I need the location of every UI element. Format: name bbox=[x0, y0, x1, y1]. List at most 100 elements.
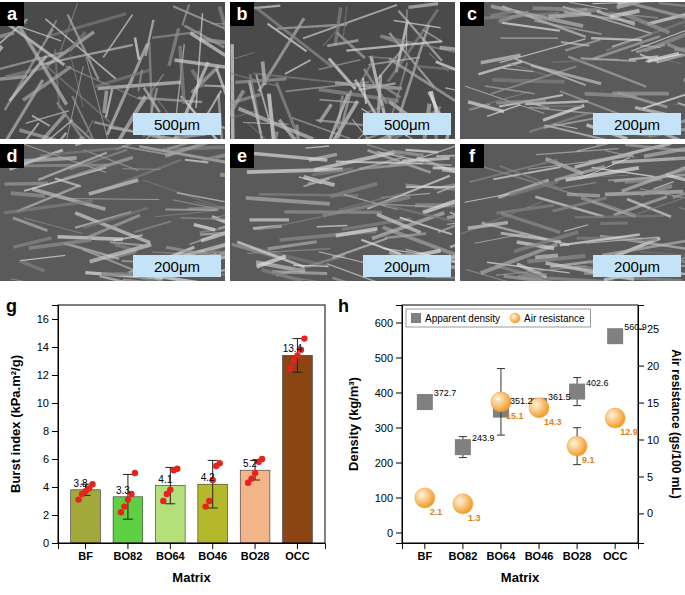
texture bbox=[460, 144, 685, 281]
fiber bbox=[450, 214, 455, 247]
tick-mark bbox=[170, 543, 171, 549]
fiber bbox=[490, 11, 514, 16]
panel-label-box bbox=[230, 2, 254, 26]
legend-frame bbox=[406, 309, 591, 327]
fiber bbox=[657, 36, 685, 62]
marker bbox=[455, 439, 471, 455]
fiber bbox=[585, 94, 637, 97]
axis: 0100200300400500600 bbox=[375, 306, 403, 544]
fiber bbox=[436, 62, 455, 85]
tick-mark bbox=[539, 543, 540, 549]
data-label: 4.2 bbox=[201, 472, 215, 483]
panel-label-box bbox=[0, 2, 24, 26]
fiber bbox=[673, 188, 685, 198]
fiber bbox=[317, 226, 348, 227]
axis-line bbox=[396, 306, 403, 544]
fiber bbox=[412, 144, 455, 161]
data-label: 361.5 bbox=[548, 392, 571, 402]
fiber bbox=[249, 81, 266, 139]
sample-point bbox=[160, 498, 166, 504]
fiber bbox=[617, 2, 685, 7]
tick: 20 bbox=[638, 360, 659, 372]
sample-point bbox=[216, 460, 222, 466]
fiber bbox=[460, 202, 542, 235]
data-label: 12.9 bbox=[620, 427, 638, 437]
fiber bbox=[11, 279, 33, 281]
panel-label: c bbox=[467, 4, 477, 24]
scale-bar-box bbox=[593, 113, 681, 135]
tick-mark bbox=[52, 543, 58, 544]
fiber bbox=[190, 33, 225, 68]
marker bbox=[567, 436, 587, 456]
fiber bbox=[194, 202, 225, 211]
fiber bbox=[644, 144, 685, 156]
tick-mark bbox=[52, 347, 58, 348]
fiber bbox=[323, 197, 411, 216]
tick-mark bbox=[52, 319, 58, 320]
panel-label-box bbox=[230, 144, 254, 168]
tick-mark bbox=[212, 543, 213, 549]
fiber bbox=[334, 134, 363, 139]
tick: 0 bbox=[387, 527, 402, 539]
tick-mark bbox=[52, 459, 58, 460]
bar bbox=[71, 490, 101, 543]
fiber bbox=[499, 12, 529, 21]
tick-mark bbox=[638, 403, 644, 404]
chart-title: h bbox=[338, 296, 349, 316]
fiber bbox=[231, 73, 279, 86]
tick-label: 6 bbox=[43, 453, 49, 465]
tick-label: 10 bbox=[647, 434, 659, 446]
tick-label: 20 bbox=[647, 360, 659, 372]
figure: a500μmb500μmc200μmd200μme200μmf200μmg3.8… bbox=[0, 0, 685, 595]
sem-image: e200μm bbox=[230, 144, 455, 281]
sem-image: f200μm bbox=[460, 144, 685, 281]
tick-label: 200 bbox=[375, 457, 393, 469]
fiber bbox=[581, 58, 637, 61]
fiber bbox=[66, 66, 146, 102]
data-label: 402.6 bbox=[586, 378, 609, 388]
image-background bbox=[0, 2, 225, 139]
tick-label: 14 bbox=[37, 341, 49, 353]
fiber bbox=[423, 163, 451, 165]
fiber bbox=[504, 276, 576, 281]
tick-label: BO28 bbox=[241, 550, 270, 562]
fiber bbox=[481, 55, 521, 63]
fiber bbox=[165, 209, 218, 212]
tick: 10 bbox=[37, 397, 58, 409]
axis: 0246810121416 bbox=[37, 306, 59, 550]
tick: BO46 bbox=[525, 543, 554, 562]
tick-label: BO64 bbox=[487, 550, 517, 562]
tick: 600 bbox=[375, 317, 402, 329]
tick-mark bbox=[396, 358, 402, 359]
fiber bbox=[343, 6, 346, 36]
axis-line bbox=[59, 544, 326, 550]
fiber bbox=[122, 168, 160, 170]
fiber bbox=[88, 215, 141, 237]
bar bbox=[283, 355, 313, 543]
fiber bbox=[637, 198, 682, 213]
fiber bbox=[3, 21, 64, 65]
scale-bar-label: 500μm bbox=[154, 116, 200, 133]
fiber bbox=[255, 7, 332, 67]
fiber bbox=[367, 150, 430, 172]
fiber bbox=[180, 46, 184, 104]
fiber bbox=[19, 261, 44, 271]
tick-label: 4 bbox=[43, 481, 49, 493]
axis: BFBO82BO64BO46BO28OCC bbox=[59, 543, 326, 562]
tick: BO46 bbox=[198, 543, 227, 562]
tick: 100 bbox=[375, 492, 402, 504]
fiber bbox=[165, 144, 225, 156]
fiber bbox=[156, 211, 216, 217]
sem-image: c200μm bbox=[460, 2, 685, 139]
fiber bbox=[496, 100, 546, 103]
fiber bbox=[203, 153, 225, 160]
fiber bbox=[337, 33, 365, 58]
fiber bbox=[394, 21, 441, 28]
fiber bbox=[319, 100, 357, 103]
fiber bbox=[173, 6, 225, 30]
tick: 200 bbox=[375, 457, 402, 469]
panel-label-box bbox=[0, 144, 24, 168]
texture bbox=[0, 144, 225, 281]
fiber bbox=[21, 255, 66, 260]
sample-point bbox=[252, 470, 258, 476]
